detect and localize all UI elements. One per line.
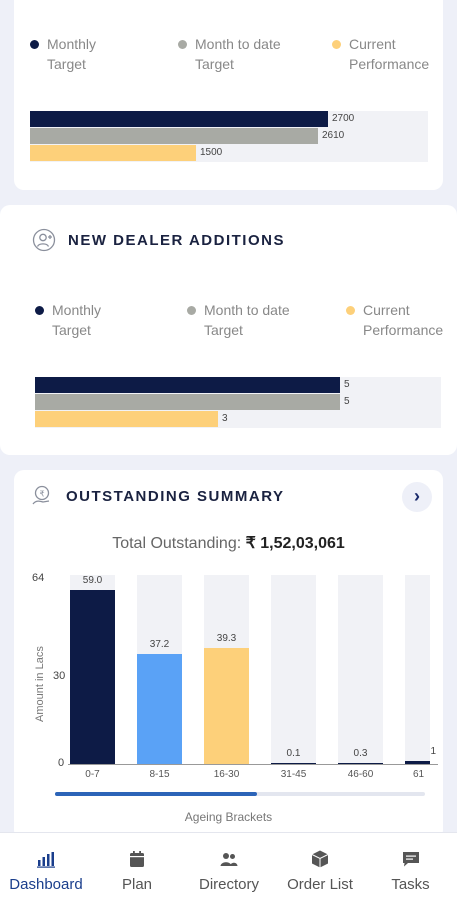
bar-31-45[interactable] <box>271 763 316 764</box>
bar-16-30[interactable] <box>204 648 249 764</box>
bar-value-label: 5 <box>344 379 350 390</box>
calendar-icon <box>130 851 144 867</box>
legend-label: Monthly Target <box>52 302 102 338</box>
column-background <box>405 575 430 764</box>
bar-value-label: 37.2 <box>149 639 170 650</box>
nav-plan[interactable]: Plan <box>92 833 182 900</box>
chevron-right-icon[interactable]: › <box>402 482 432 512</box>
nav-label: Order List <box>287 876 353 893</box>
x-tick: 46-60 <box>347 769 374 780</box>
legend-dot <box>178 40 187 49</box>
bar-0-7[interactable] <box>70 590 115 764</box>
bar-8-15[interactable] <box>137 654 182 764</box>
bar-value-label: 2610 <box>322 130 345 141</box>
nav-label: Dashboard <box>9 876 83 893</box>
legend-dot <box>35 306 44 315</box>
box-icon <box>311 850 329 868</box>
chat-icon <box>402 852 419 867</box>
y-tick: 30 <box>53 670 66 682</box>
bar-current-performance <box>35 411 218 427</box>
bar-value-label: 2700 <box>332 113 355 124</box>
bar-61[interactable] <box>405 761 430 764</box>
legend-label: Month to date Target <box>204 302 290 338</box>
nav-order-list[interactable]: Order List <box>276 833 364 900</box>
bar-value-label: 1500 <box>200 147 223 158</box>
bar-month-to-date-target <box>30 128 318 144</box>
bar-46-60[interactable] <box>338 763 383 764</box>
legend-label: Monthly Target <box>47 36 97 72</box>
section-title: NEW DEALER ADDITIONS <box>68 232 285 249</box>
bar-chart-icon <box>37 852 55 868</box>
svg-text:₹: ₹ <box>39 490 44 499</box>
legend-current-performance: Current Performance <box>346 300 456 340</box>
bar-value-label: 5 <box>344 396 350 407</box>
bar-value-label: 1 <box>430 746 436 757</box>
x-tick: 0-7 <box>85 769 100 780</box>
legend-monthly-target: Monthly Target <box>35 300 175 340</box>
nav-label: Tasks <box>391 876 430 893</box>
nav-label: Plan <box>121 876 153 893</box>
bar-current-performance <box>30 145 196 161</box>
legend-current-performance: Current Performance <box>332 34 452 74</box>
chart-scrollbar-thumb[interactable] <box>55 792 257 796</box>
legend-label: Current Performance <box>349 36 430 72</box>
money-hand-icon: ₹ <box>32 485 50 505</box>
x-tick: 31-45 <box>280 769 307 780</box>
legend-month-to-date: Month to date Target <box>187 300 327 340</box>
bottom-navigation: Dashboard Plan Directory Order List <box>0 832 457 900</box>
legend-label: Current Performance <box>363 302 444 338</box>
legend-dot <box>346 306 355 315</box>
bar-value-label: 3 <box>222 413 228 424</box>
x-tick: 16-30 <box>213 769 240 780</box>
bar-value-label: 0.3 <box>353 748 368 759</box>
nav-dashboard[interactable]: Dashboard <box>0 833 92 900</box>
total-outstanding-value: ₹ 1,52,03,061 <box>245 535 345 552</box>
bar-value-label: 59.0 <box>82 575 103 586</box>
column-background <box>338 575 383 764</box>
y-tick: 0 <box>58 757 65 769</box>
x-axis-label: Ageing Brackets <box>184 810 273 824</box>
legend-monthly-target: Monthly Target <box>30 34 170 74</box>
x-tick: 61 <box>413 769 425 780</box>
legend-dot <box>187 306 196 315</box>
section-title: OUTSTANDING SUMMARY <box>66 488 285 505</box>
nav-directory[interactable]: Directory <box>182 833 276 900</box>
legend-dot <box>30 40 39 49</box>
x-tick: 8-15 <box>149 769 170 780</box>
bar-month-to-date-target <box>35 394 340 410</box>
bar-value-label: 39.3 <box>216 633 237 644</box>
y-axis-label: Amount in Lacs <box>34 646 46 722</box>
people-icon <box>220 853 238 866</box>
nav-label: Directory <box>198 876 259 893</box>
bar-value-label: 0.1 <box>286 748 301 759</box>
legend-dot <box>332 40 341 49</box>
bar-monthly-target <box>30 111 328 127</box>
column-background <box>271 575 316 764</box>
person-add-icon <box>32 228 56 252</box>
bar-monthly-target <box>35 377 340 393</box>
x-axis-line <box>68 764 438 765</box>
total-outstanding: Total Outstanding: ₹ 1,52,03,061 <box>0 533 457 553</box>
legend-label: Month to date Target <box>195 36 281 72</box>
total-outstanding-label: Total Outstanding: <box>112 535 246 552</box>
y-tick: 64 <box>32 572 45 584</box>
nav-tasks[interactable]: Tasks <box>364 833 457 900</box>
legend-month-to-date: Month to date Target <box>178 34 318 74</box>
